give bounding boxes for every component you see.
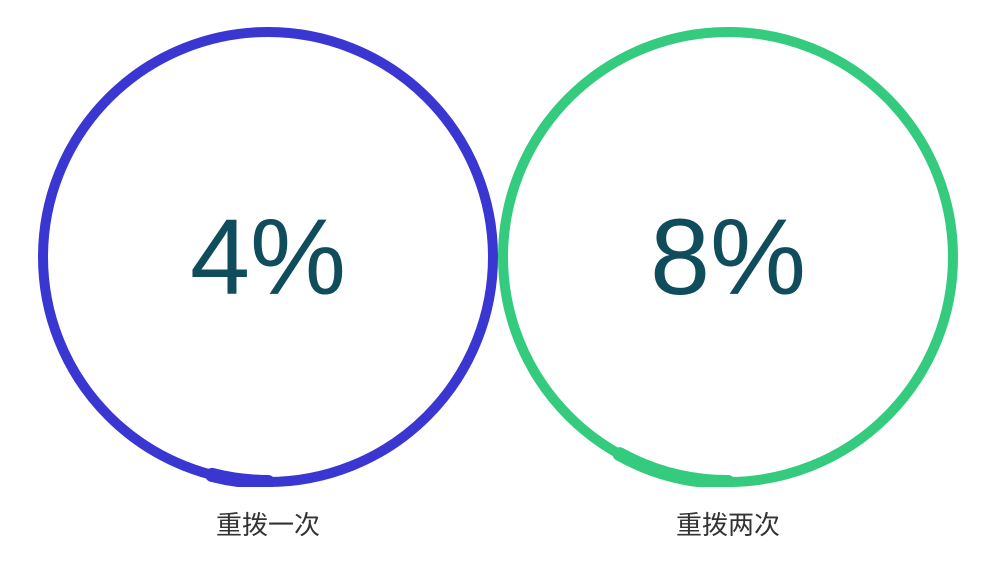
- donut-item: 4% 重拨一次: [38, 27, 498, 542]
- donut-center-value: 4%: [190, 203, 346, 311]
- donut-caption: 重拨一次: [216, 505, 320, 542]
- donut-item: 8% 重拨两次: [498, 27, 958, 542]
- donut-ring: 8%: [498, 27, 958, 487]
- donut-center-value: 8%: [650, 203, 806, 311]
- donut-ring: 4%: [38, 27, 498, 487]
- donut-chart-pair: 4% 重拨一次 8% 重拨两次: [38, 27, 958, 542]
- donut-caption: 重拨两次: [676, 505, 780, 542]
